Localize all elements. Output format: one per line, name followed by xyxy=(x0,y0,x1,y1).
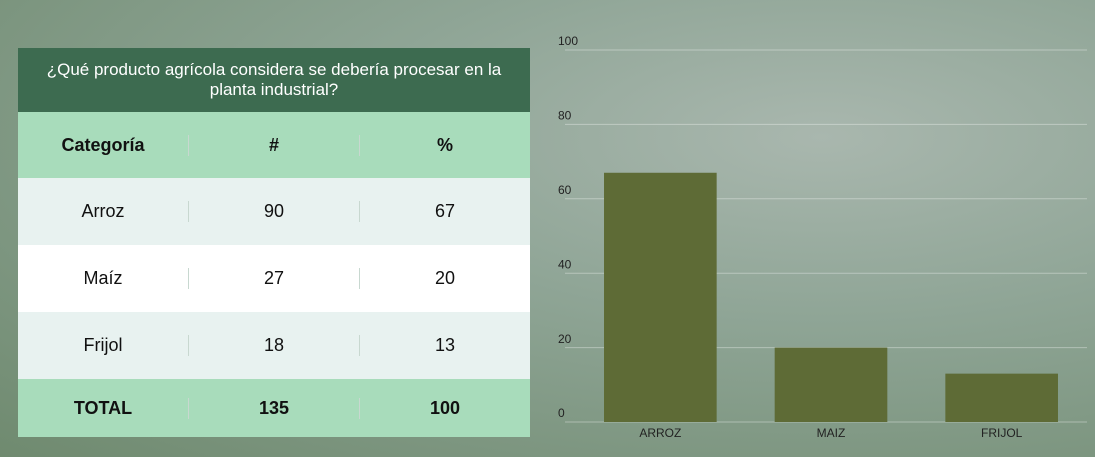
y-tick-label: 60 xyxy=(558,183,572,197)
y-tick-label: 100 xyxy=(558,34,578,48)
table-row: TOTAL 135 100 xyxy=(18,379,530,437)
table-cell: Maíz xyxy=(18,268,189,289)
table-cell: # xyxy=(189,134,360,156)
table: ¿Qué producto agrícola considera se debe… xyxy=(18,48,530,437)
y-tick-label: 80 xyxy=(558,109,572,123)
table-cell: 90 xyxy=(189,201,360,222)
table-title: ¿Qué producto agrícola considera se debe… xyxy=(18,48,530,112)
bar xyxy=(945,373,1058,422)
table-cell: Arroz xyxy=(18,201,189,222)
y-tick-label: 0 xyxy=(558,406,565,420)
x-tick-label: ARROZ xyxy=(639,426,681,440)
y-tick-label: 40 xyxy=(558,257,572,271)
table-row: Categoría #% xyxy=(18,112,530,178)
table-cell: % xyxy=(436,134,453,155)
table-cell: 100 xyxy=(429,397,461,418)
table-cell: Categoría xyxy=(18,134,189,156)
table-cell: 18 xyxy=(189,335,360,356)
bar xyxy=(774,347,888,422)
table-cell: 13 xyxy=(434,335,456,355)
table-row: Frijol 18 13 xyxy=(18,312,530,379)
table-cell: 135 xyxy=(189,397,360,419)
x-tick-label: MAIZ xyxy=(817,426,846,440)
table-row: Maíz 27 20 xyxy=(18,245,530,312)
y-tick-label: 20 xyxy=(558,332,572,346)
table-row: Arroz 90 67 xyxy=(18,178,530,245)
table-cell: TOTAL xyxy=(18,397,189,419)
table-cell: Frijol xyxy=(18,335,189,356)
table-cell: 27 xyxy=(189,268,360,289)
table-cell: 67 xyxy=(434,201,456,221)
bar xyxy=(604,172,717,422)
table-cell: 20 xyxy=(434,268,456,288)
x-tick-label: FRIJOL xyxy=(981,426,1023,440)
